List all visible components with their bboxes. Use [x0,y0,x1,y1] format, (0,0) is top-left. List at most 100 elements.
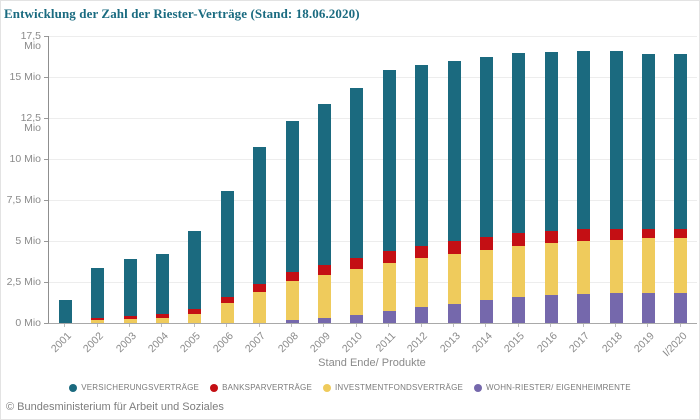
bar-segment [220,302,234,323]
bar-segment [350,315,364,323]
x-tick-label: 2015 [502,330,528,356]
bar-segment [641,53,655,229]
bar-2008 [285,120,299,323]
x-tick-label: 2007 [243,330,269,356]
legend-item: VERSICHERUNGSVERTRÄGE [69,383,199,392]
x-tick-label: 2013 [437,330,463,356]
legend-label: INVESTMENTFONDSVERTRÄGE [335,383,464,392]
bar-segment [447,304,461,323]
bar-2018 [609,51,623,323]
x-tick [420,324,422,327]
bar-segment [253,291,267,323]
bar-segment [447,254,461,305]
bar-segment [544,230,558,244]
bar-2010 [350,87,364,323]
bar-segment [544,51,558,231]
bar-2012 [415,64,429,323]
bar-2015 [512,53,526,323]
bar-segment [285,280,299,320]
x-tick [129,324,130,327]
bar-2014 [479,57,493,323]
bar-segment [415,245,429,259]
legend-dot-icon [474,383,483,392]
x-tick [226,324,228,327]
x-tick [485,324,487,327]
y-tick-label: 0 Mio [15,317,41,329]
x-axis-title: Stand Ende/ Produkte [318,357,426,369]
bar-segment [609,239,623,294]
y-tick [44,282,48,283]
y-tick [44,36,48,37]
x-tick-label: 2010 [340,330,366,356]
gridline [49,36,697,37]
bar-segment [155,254,169,315]
x-tick [355,324,357,327]
bar-segment [317,264,331,276]
bar-segment [123,319,137,323]
bar-segment [609,228,623,240]
bar-2002 [91,267,105,323]
x-tick-label: 2008 [275,330,301,356]
bar-segment [641,238,655,293]
bar-segment [155,314,169,318]
bar-segment [123,315,137,320]
bar-segment [253,283,267,292]
y-tick-label: 7,5 Mio [6,194,41,206]
bar-I/2020 [674,54,688,323]
bar-segment [447,241,461,255]
y-tick-label: 17,5 Mio [20,30,41,52]
x-tick-label: 2019 [631,330,657,356]
x-tick [96,324,98,327]
x-tick [323,324,325,327]
bar-segment [512,297,526,323]
y-tick [44,118,48,119]
gridline [49,159,697,160]
bar-segment [382,262,396,312]
gridline [49,200,697,201]
bar-segment [609,51,623,229]
x-tick [517,324,519,327]
bar-2009 [317,104,331,323]
x-tick [550,324,552,327]
bar-2016 [544,51,558,323]
copyright-footer: © Bundesministerium für Arbeit und Sozia… [6,401,224,413]
bar-segment [641,228,655,239]
bar-segment [155,317,169,323]
bar-segment [317,104,331,265]
bar-segment [350,269,364,316]
x-tick [161,324,163,327]
y-tick-label: 15 Mio [9,71,41,83]
bar-segment [674,293,688,323]
bar-segment [577,229,591,242]
bar-segment [577,293,591,323]
bar-2017 [577,51,591,323]
bar-segment [382,250,396,263]
legend-dot-icon [210,383,219,392]
legend-item: WOHN-RIESTER/ EIGENHEIMRENTE [474,383,631,392]
x-tick-label: I/2020 [660,330,690,360]
bar-segment [350,87,364,258]
x-tick [193,324,195,327]
bar-segment [253,146,267,284]
bar-segment [479,236,493,251]
bar-segment [91,317,105,321]
bar-2003 [123,258,137,323]
x-tick [679,324,681,327]
bar-segment [479,57,493,237]
bar-segment [220,191,234,298]
x-tick [453,324,454,327]
bar-2011 [382,70,396,323]
x-tick-label: 2009 [307,330,333,356]
bar-segment [674,238,688,293]
y-tick-label: 2,5 Mio [6,276,41,288]
bar-segment [577,241,591,294]
gridline [49,118,697,119]
x-tick-label: 2001 [48,330,74,356]
bar-segment [512,53,526,233]
bar-segment [188,230,202,310]
bar-segment [188,313,202,323]
bar-segment [382,70,396,251]
bar-segment [58,300,72,323]
bar-2005 [188,230,202,323]
